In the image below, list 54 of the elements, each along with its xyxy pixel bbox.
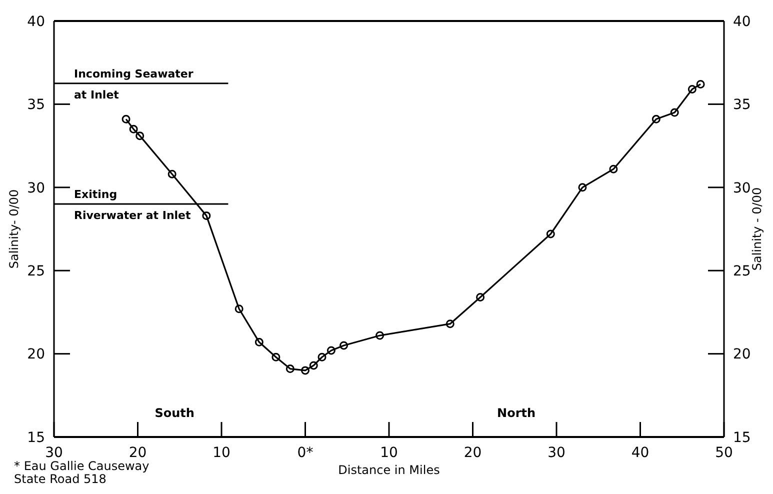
ref-line-label: Exiting Riverwater at Inlet	[74, 188, 191, 222]
point	[254, 338, 264, 346]
point	[202, 211, 211, 220]
x-tick-label: 50	[715, 445, 733, 461]
point	[446, 320, 454, 328]
y2-tick-label: 35	[733, 97, 751, 114]
point	[546, 230, 555, 238]
point	[696, 80, 705, 88]
point	[136, 132, 144, 140]
y-tick-label: 20	[27, 346, 45, 363]
point	[340, 341, 348, 350]
annotation: North	[497, 406, 536, 420]
point	[318, 352, 326, 362]
text: * Eau Gallie Causeway	[14, 459, 150, 473]
y2-tick-label: 15	[733, 430, 751, 446]
point	[609, 164, 618, 174]
y2-tick-label: 25	[733, 264, 751, 280]
point	[286, 364, 294, 374]
point	[309, 361, 318, 370]
point	[652, 114, 660, 124]
point	[301, 366, 310, 375]
y-tick-label: 30	[27, 180, 45, 196]
text: State Road 518	[14, 472, 106, 486]
y2-axis-title: Salinity - 0/00	[750, 187, 764, 271]
y2-tick-label: 20	[733, 346, 751, 363]
point	[688, 84, 696, 94]
y2-tick-label: 40	[733, 14, 751, 30]
point	[272, 352, 280, 362]
annotation: South	[154, 406, 194, 420]
point	[234, 304, 244, 314]
y-tick-label: 40	[27, 14, 45, 30]
point	[476, 292, 485, 302]
x-tick-label: 0*	[297, 445, 314, 461]
point	[578, 183, 587, 192]
y-axis-title: Salinity- 0/00	[7, 189, 21, 269]
x-tick-label: 10	[212, 445, 230, 461]
y-tick-label: 35	[27, 97, 45, 114]
point	[129, 124, 138, 134]
point	[168, 170, 176, 178]
x-tick-label: 10	[380, 445, 398, 461]
y2-tick-label: 30	[733, 180, 751, 196]
x-tick-label: 20	[128, 445, 147, 461]
y-tick-label: 25	[27, 264, 45, 280]
point	[326, 346, 336, 355]
point	[670, 108, 679, 117]
y-tick-label: 15	[27, 430, 45, 446]
x-tick-label: 30	[45, 445, 63, 461]
x-tick-label: 40	[631, 445, 650, 461]
ref-line-label: Incoming Seawater at Inlet	[74, 67, 194, 102]
x-tick-label: 30	[548, 445, 566, 461]
point	[122, 114, 130, 124]
x-tick-label: 20	[464, 445, 482, 461]
point	[376, 331, 384, 340]
x-axis-title: Distance in Miles	[338, 463, 440, 477]
